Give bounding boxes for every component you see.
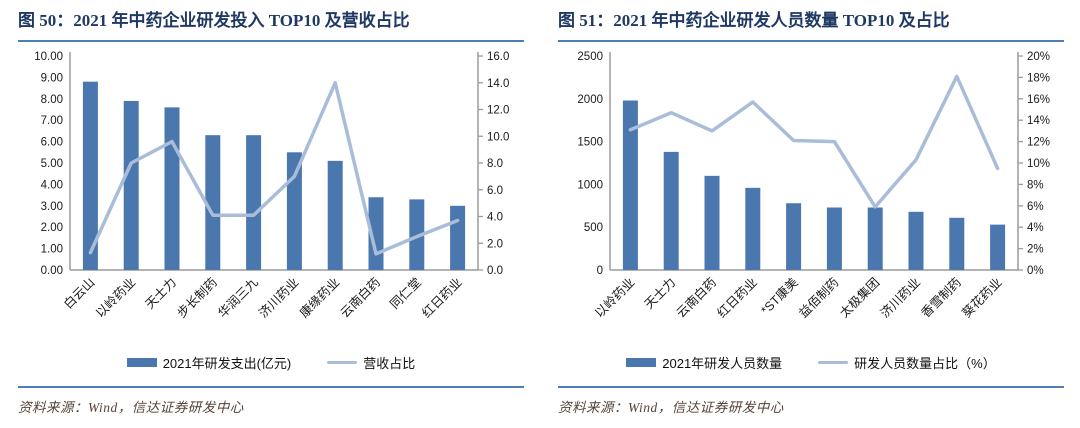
svg-text:10%: 10% xyxy=(1027,158,1050,170)
svg-text:6%: 6% xyxy=(1027,201,1044,213)
line-series-swatch xyxy=(327,360,358,364)
svg-text:香雪制药: 香雪制药 xyxy=(919,275,964,320)
svg-text:10.0: 10.0 xyxy=(487,131,509,143)
report-figures: 图 50：2021 年中药企业研发投入 TOP10 及营收占比 0.00 1.00… xyxy=(0,0,1080,417)
svg-text:1.00: 1.00 xyxy=(41,244,63,256)
svg-text:2000: 2000 xyxy=(577,94,603,106)
svg-text:以岭药业: 以岭药业 xyxy=(93,275,138,320)
figure-51-chart-area: 0 500 1000 1500 2000 2500 0% 2% 4% 6% 8% 10% 12% 14% 1… xyxy=(558,46,1064,353)
svg-text:0: 0 xyxy=(597,265,603,277)
figure-51-title: 图 51：2021 年中药企业研发人员数量 TOP10 及占比 xyxy=(558,10,1064,42)
svg-text:9.00: 9.00 xyxy=(41,72,63,84)
figure-51: 图 51：2021 年中药企业研发人员数量 TOP10 及占比 0 500 1000… xyxy=(540,0,1080,417)
svg-text:华润三九: 华润三九 xyxy=(215,274,261,320)
svg-text:康缘药业: 康缘药业 xyxy=(296,274,342,320)
svg-text:同仁堂: 同仁堂 xyxy=(387,275,423,311)
svg-text:*ST康美: *ST康美 xyxy=(758,274,801,317)
svg-text:步长制药: 步长制药 xyxy=(175,275,220,320)
svg-text:14%: 14% xyxy=(1027,115,1050,127)
line-series-label: 营收占比 xyxy=(363,355,416,371)
legend-item-line: 营收占比 xyxy=(327,353,415,372)
svg-text:20%: 20% xyxy=(1027,51,1050,63)
source-text: 资料来源：Wind，信达证券研发中心 xyxy=(18,399,244,415)
svg-text:益佰制药: 益佰制药 xyxy=(796,275,841,320)
svg-text:红日药业: 红日药业 xyxy=(419,274,465,320)
bar-series-label: 2021年研发人员数量 xyxy=(662,355,783,371)
svg-text:14.0: 14.0 xyxy=(487,78,509,90)
svg-text:16%: 16% xyxy=(1027,94,1050,106)
line-series-swatch xyxy=(818,360,849,364)
svg-text:10.00: 10.00 xyxy=(34,51,63,63)
svg-text:天士力: 天士力 xyxy=(642,275,678,311)
svg-text:2.00: 2.00 xyxy=(41,222,63,234)
svg-text:12.0: 12.0 xyxy=(487,104,509,116)
legend-item-line: 研发人员数量占比（%） xyxy=(818,353,996,372)
line-series-label: 研发人员数量占比（%） xyxy=(854,355,996,371)
figure-50-combo-chart: 0.00 1.00 2.00 3.00 4.00 5.00 6.00 7.00 8.00 9.00… xyxy=(34,51,509,320)
figure-50-chart-area: 0.00 1.00 2.00 3.00 4.00 5.00 6.00 7.00 8.00 9.00… xyxy=(18,46,524,353)
svg-text:2.0: 2.0 xyxy=(487,238,503,250)
svg-text:云南白药: 云南白药 xyxy=(673,274,719,320)
svg-text:0%: 0% xyxy=(1027,265,1044,277)
svg-text:5.00: 5.00 xyxy=(41,158,63,170)
svg-text:4.0: 4.0 xyxy=(487,211,503,223)
svg-text:1500: 1500 xyxy=(577,137,603,149)
svg-text:济川药业: 济川药业 xyxy=(256,274,302,320)
svg-text:白云山: 白云山 xyxy=(60,274,97,311)
figure-51-source-row: 资料来源：Wind，信达证券研发中心 xyxy=(558,385,1064,417)
svg-text:太极集团: 太极集团 xyxy=(836,274,882,320)
svg-text:4.00: 4.00 xyxy=(41,179,63,191)
figure-51-combo-chart: 0 500 1000 1500 2000 2500 0% 2% 4% 6% 8% 10% 12% 14% 1… xyxy=(577,51,1050,320)
svg-text:0.00: 0.00 xyxy=(41,265,63,277)
svg-text:7.00: 7.00 xyxy=(41,115,63,127)
svg-text:天士力: 天士力 xyxy=(143,275,179,311)
figure-50-title: 图 50：2021 年中药企业研发投入 TOP10 及营收占比 xyxy=(18,10,524,42)
svg-text:8.0: 8.0 xyxy=(487,158,503,170)
bar-series-swatch xyxy=(626,357,657,367)
svg-text:6.00: 6.00 xyxy=(41,137,63,149)
svg-text:云南白药: 云南白药 xyxy=(337,274,383,320)
svg-text:2500: 2500 xyxy=(577,51,603,63)
svg-text:8.00: 8.00 xyxy=(41,94,63,106)
svg-text:以岭药业: 以岭药业 xyxy=(592,275,637,320)
svg-text:1000: 1000 xyxy=(577,179,603,191)
svg-text:8%: 8% xyxy=(1027,179,1044,191)
figure-50: 图 50：2021 年中药企业研发投入 TOP10 及营收占比 0.00 1.00… xyxy=(0,0,540,417)
figure-51-legend: 2021年研发人员数量 研发人员数量占比（%） xyxy=(558,353,1064,372)
svg-text:济川药业: 济川药业 xyxy=(877,274,923,320)
source-text: 资料来源：Wind，信达证券研发中心 xyxy=(558,399,784,415)
svg-text:6.0: 6.0 xyxy=(487,185,503,197)
figure-50-source-row: 资料来源：Wind，信达证券研发中心 xyxy=(18,385,524,417)
svg-text:4%: 4% xyxy=(1027,222,1044,234)
bar-series-swatch xyxy=(126,357,157,367)
svg-text:2%: 2% xyxy=(1027,244,1044,256)
svg-text:葵花药业: 葵花药业 xyxy=(959,274,1005,320)
legend-item-bar: 2021年研发支出(亿元) xyxy=(126,353,292,372)
svg-text:18%: 18% xyxy=(1027,72,1050,84)
figure-50-legend: 2021年研发支出(亿元) 营收占比 xyxy=(18,353,524,372)
legend-item-bar: 2021年研发人员数量 xyxy=(626,353,782,372)
svg-text:0.0: 0.0 xyxy=(487,265,503,277)
svg-text:3.00: 3.00 xyxy=(41,201,63,213)
bar-series-label: 2021年研发支出(亿元) xyxy=(162,355,292,371)
svg-text:红日药业: 红日药业 xyxy=(714,274,760,320)
svg-text:16.0: 16.0 xyxy=(487,51,509,63)
svg-text:12%: 12% xyxy=(1027,137,1050,149)
svg-text:500: 500 xyxy=(584,222,603,234)
